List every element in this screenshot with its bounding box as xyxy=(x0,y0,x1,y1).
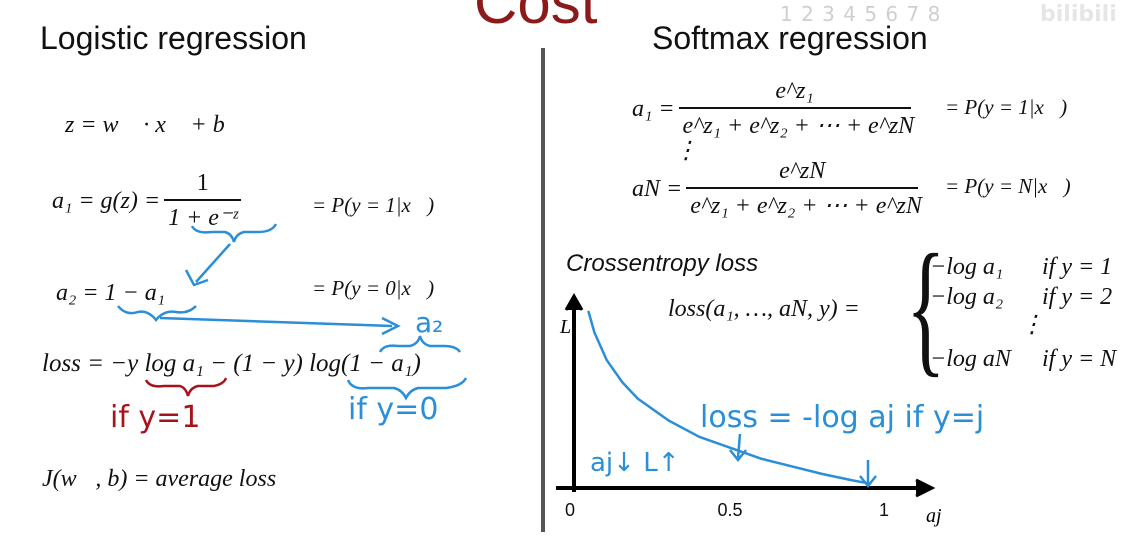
softmax-a1-fraction: e^z₁ e^z₁ + e^z₂ + ⋯ + e^zN xyxy=(678,78,914,140)
hand-if-y1: if y=1 xyxy=(110,400,201,435)
arrow-to-a2 xyxy=(195,243,231,283)
column-divider xyxy=(541,48,545,532)
softmax-a1-numerator: e^z₁ xyxy=(775,78,814,104)
softmax-a1: a₁ = e^z₁ e^z₁ + e^z₂ + ⋯ + e^zN xyxy=(632,78,915,140)
eq-a1-numerator: 1 xyxy=(196,170,209,196)
softmax-a1-lhs: a₁ = xyxy=(632,95,675,122)
chart-y-axis-arrow xyxy=(564,292,584,311)
arrow-to-hand-a2-head xyxy=(381,316,401,336)
softmax-a1-prob: = P(y = 1|x⃗) xyxy=(945,95,1068,119)
crossentropy-label: Crossentropy loss xyxy=(566,250,759,277)
softmax-aN: aN = e^zN e^z₁ + e^z₂ + ⋯ + e^zN xyxy=(632,158,922,220)
eq-z: z = w⃗ · x⃗ + b xyxy=(65,112,225,138)
watermark-text: 1 2 3 4 5 6 7 8 xyxy=(780,2,942,26)
loss-curve-series-0 xyxy=(587,310,869,485)
x-tick-label: 0.5 xyxy=(717,500,742,520)
slide-title: Cost xyxy=(474,0,598,36)
brace-under-log-a1 xyxy=(144,377,228,397)
softmax-heading: Softmax regression xyxy=(652,20,928,56)
hand-loss-note: loss = -log aj if y=j xyxy=(700,400,985,435)
y-axis-label: L xyxy=(559,316,571,338)
brace-over-one-minus-a1 xyxy=(378,335,462,353)
case-2-cond: if y = 2 xyxy=(1042,284,1113,310)
softmax-vdots: ⋮ xyxy=(674,138,698,164)
x-axis-label: aj xyxy=(926,505,942,527)
case-2-expr: −log a₂ xyxy=(930,284,1004,310)
hand-if-y0: if y=0 xyxy=(348,392,439,427)
case-N-cond: if y = N xyxy=(1042,346,1117,372)
eq-cost: J(w⃗, b) = average loss xyxy=(42,466,277,492)
brace-under-log-one-minus-a1 xyxy=(346,377,468,401)
softmax-aN-fraction: e^zN e^z₁ + e^z₂ + ⋯ + e^zN xyxy=(686,158,922,220)
eq-a1-fraction: 1 1 + e⁻ᶻ xyxy=(164,170,242,232)
arrow-to-a2-head xyxy=(184,269,209,287)
eq-a1-lhs: a₁ = g(z) = xyxy=(52,187,161,214)
loss-lhs: loss(a₁, …, aN, y) = xyxy=(668,296,860,322)
softmax-aN-prob: = P(y = N|x⃗) xyxy=(945,174,1071,198)
softmax-aN-lhs: aN = xyxy=(632,175,683,202)
chart-x-axis-arrow xyxy=(915,478,936,498)
brace-under-denominator xyxy=(190,223,278,243)
down-arrow-right xyxy=(859,460,877,489)
logistic-heading: Logistic regression xyxy=(40,20,307,56)
eq-loss: loss = −y log a₁ − (1 − y) log(1 − a₁) xyxy=(42,350,421,377)
x-tick-label: 1 xyxy=(879,500,889,520)
chart-marks xyxy=(587,310,869,485)
case-1-expr: −log a₁ xyxy=(930,254,1004,280)
brace-under-one-minus-a1 xyxy=(117,305,197,323)
bilibili-logo: bilibili xyxy=(1040,2,1117,27)
cases-vdots: ⋮ xyxy=(1020,312,1044,338)
case-row-N: −log aN if y = N xyxy=(930,346,1116,373)
chart-labels: 0 0.5 1 Laj xyxy=(559,316,942,527)
x-tick-label: 0 xyxy=(565,500,575,520)
case-1-cond: if y = 1 xyxy=(1042,254,1113,280)
hand-a2-note: a₂ xyxy=(415,306,444,339)
case-row-1: −log a₁ if y = 1 xyxy=(930,254,1112,281)
eq-a1: a₁ = g(z) = 1 1 + e⁻ᶻ xyxy=(52,170,245,232)
hand-aj-note: aj↓ L↑ xyxy=(590,448,680,478)
eq-a2-prob: = P(y = 0|x⃗) xyxy=(312,276,435,300)
eq-a2: a₂ = 1 − a₁ xyxy=(56,280,166,306)
arrow-to-hand-a2 xyxy=(159,316,393,328)
eq-a1-denominator: 1 + e⁻ᶻ xyxy=(164,199,242,232)
case-row-2: −log a₂ if y = 2 xyxy=(930,284,1112,311)
softmax-a1-denominator: e^z₁ + e^z₂ + ⋯ + e^zN xyxy=(678,107,914,140)
case-N-expr: −log aN xyxy=(930,346,1011,372)
eq-a1-prob: = P(y = 1|x⃗) xyxy=(312,193,435,217)
cases-brace: { xyxy=(906,224,946,390)
softmax-aN-denominator: e^z₁ + e^z₂ + ⋯ + e^zN xyxy=(686,187,922,220)
down-arrow-mid xyxy=(729,433,747,463)
softmax-aN-numerator: e^zN xyxy=(779,158,826,184)
